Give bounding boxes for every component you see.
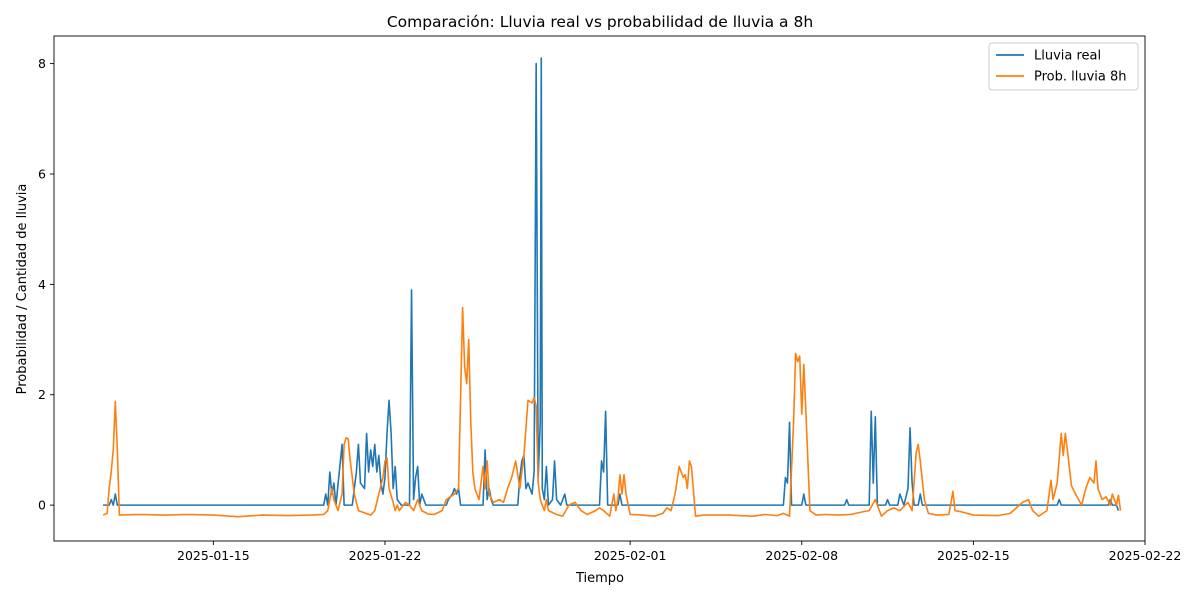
x-tick-label: 2025-02-22 <box>1109 548 1182 563</box>
y-axis-label: Probabilidad / Cantidad de lluvia <box>15 184 30 395</box>
legend-box <box>988 42 1139 91</box>
y-tick-label: 6 <box>38 166 46 181</box>
y-tick-label: 2 <box>38 387 46 402</box>
y-axis: 0 2 4 6 8 <box>38 56 54 513</box>
x-tick-label: 2025-02-15 <box>937 548 1010 563</box>
legend: Lluvia real Prob. lluvia 8h <box>988 42 1139 91</box>
series-line-prob-lluvia-8h <box>102 306 1122 518</box>
x-tick-label: 2025-02-01 <box>594 548 667 563</box>
legend-label-lluvia-real: Lluvia real <box>1034 49 1101 64</box>
x-tick-label: 2025-01-15 <box>177 548 250 563</box>
plot-area <box>102 57 1122 518</box>
y-tick-label: 0 <box>38 498 46 513</box>
plot-frame <box>53 35 1146 542</box>
x-axis-label: Tiempo <box>575 571 624 586</box>
x-tick-label: 2025-02-08 <box>765 548 838 563</box>
y-tick-label: 8 <box>38 56 46 71</box>
x-axis: 2025-01-15 2025-01-22 2025-02-01 2025-02-08… <box>177 541 1181 563</box>
chart-title: Comparación: Lluvia real vs probabilidad… <box>387 13 813 31</box>
x-tick-label: 2025-01-22 <box>349 548 422 563</box>
legend-label-prob-lluvia: Prob. lluvia 8h <box>1034 70 1127 85</box>
y-tick-label: 4 <box>38 277 46 292</box>
series-line-lluvia-real <box>103 57 1120 511</box>
